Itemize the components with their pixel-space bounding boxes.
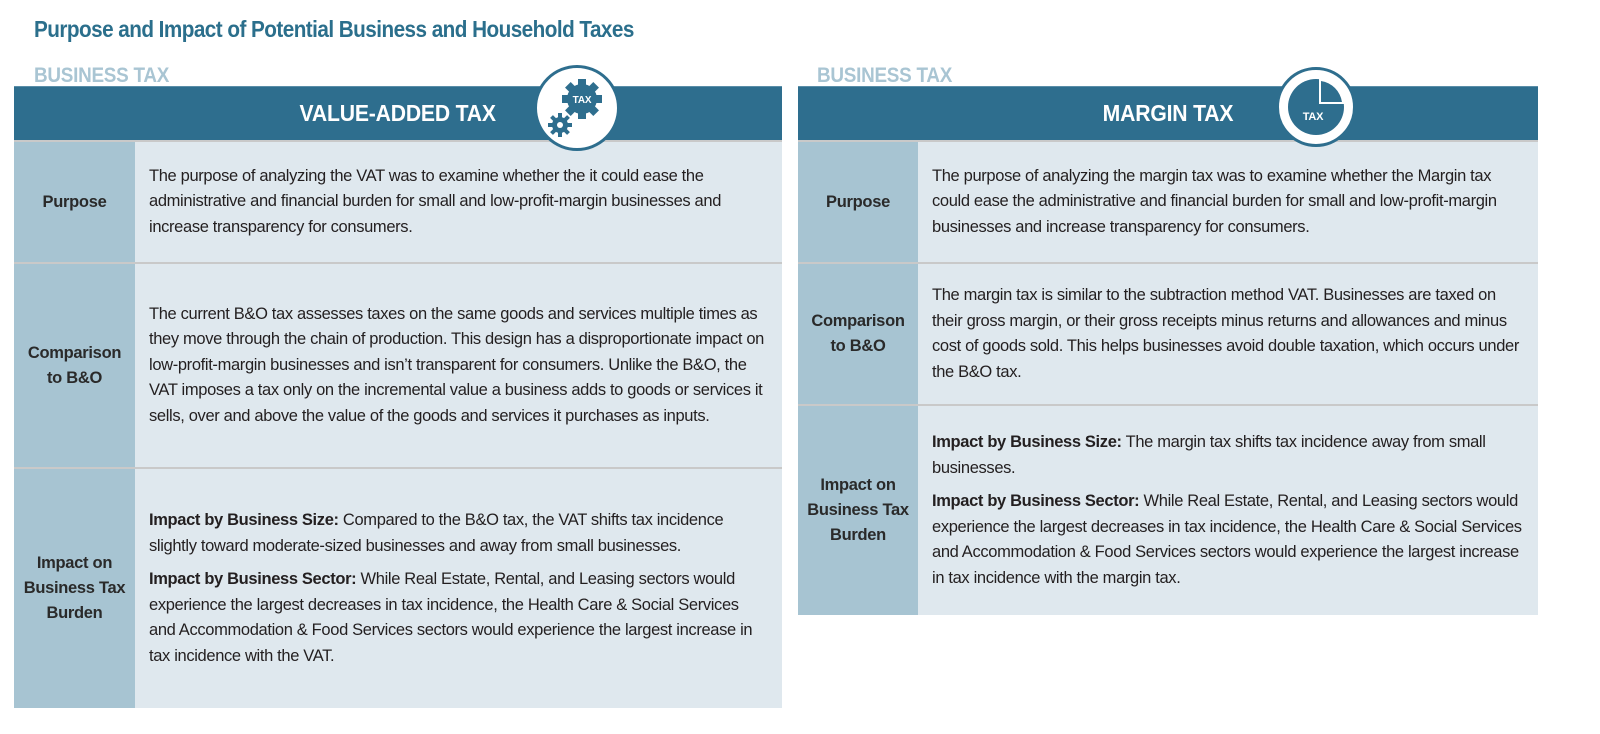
row-label: Impact on Business Tax Burden xyxy=(798,406,918,615)
table-header: VALUE-ADDED TAX TAX xyxy=(14,65,782,151)
row-content: The current B&O tax assesses taxes on th… xyxy=(135,264,782,467)
impact-size-label: Impact by Business Size: xyxy=(932,433,1122,451)
row-content: The margin tax is similar to the subtrac… xyxy=(918,264,1538,404)
comparison-row: Comparison to B&O The margin tax is simi… xyxy=(798,262,1538,404)
row-content: Impact by Business Size: Compared to the… xyxy=(135,469,782,708)
impact-sector: Impact by Business Sector: While Real Es… xyxy=(149,567,768,669)
vat-table: VALUE-ADDED TAX TAX P xyxy=(14,65,782,708)
impact-size: Impact by Business Size: Compared to the… xyxy=(149,508,768,559)
row-label: Impact on Business Tax Burden xyxy=(14,469,135,708)
section-label: BUSINESS TAX xyxy=(34,64,170,87)
table-header: MARGIN TAX TAX xyxy=(798,67,1538,147)
svg-text:TAX: TAX xyxy=(1303,111,1324,123)
impact-sector-text: While Real Estate, Rental, and Leasing s… xyxy=(932,492,1522,587)
impact-row: Impact on Business Tax Burden Impact by … xyxy=(14,467,782,708)
row-label: Comparison to B&O xyxy=(14,264,135,467)
purpose-row: Purpose The purpose of analyzing the mar… xyxy=(798,140,1538,262)
row-label: Purpose xyxy=(798,142,918,262)
purpose-row: Purpose The purpose of analyzing the VAT… xyxy=(14,140,782,262)
row-label: Comparison to B&O xyxy=(798,264,918,404)
comparison-text: The margin tax is similar to the subtrac… xyxy=(932,286,1520,381)
comparison-row: Comparison to B&O The current B&O tax as… xyxy=(14,262,782,467)
purpose-text: The purpose of analyzing the margin tax … xyxy=(932,166,1497,236)
section-label: BUSINESS TAX xyxy=(817,64,953,87)
impact-size-text: The margin tax shifts tax incidence away… xyxy=(932,433,1486,477)
table-header-title: VALUE-ADDED TAX xyxy=(299,100,497,126)
svg-text:TAX: TAX xyxy=(573,95,592,106)
impact-sector-text: While Real Estate, Rental, and Leasing s… xyxy=(149,570,753,665)
impact-sector-label: Impact by Business Sector: xyxy=(932,492,1140,510)
impact-size-label: Impact by Business Size: xyxy=(149,511,339,529)
comparison-text: The current B&O tax assesses taxes on th… xyxy=(149,304,764,425)
impact-sector-label: Impact by Business Sector: xyxy=(149,570,357,588)
row-content: The purpose of analyzing the VAT was to … xyxy=(135,142,782,262)
impact-size: Impact by Business Size: The margin tax … xyxy=(932,430,1524,481)
purpose-text: The purpose of analyzing the VAT was to … xyxy=(149,166,722,236)
table-header-title: MARGIN TAX xyxy=(1102,100,1234,126)
impact-sector: Impact by Business Sector: While Real Es… xyxy=(932,489,1524,591)
row-label: Purpose xyxy=(14,142,135,262)
gears-tax-icon: TAX xyxy=(534,65,620,151)
row-content: The purpose of analyzing the margin tax … xyxy=(918,142,1538,262)
impact-size-text: Compared to the B&O tax, the VAT shifts … xyxy=(149,511,724,555)
pie-tax-icon: TAX xyxy=(1276,67,1356,147)
margin-tax-table: MARGIN TAX TAX Purpose The purpose of an… xyxy=(798,67,1538,615)
page-title: Purpose and Impact of Potential Business… xyxy=(34,16,634,42)
impact-row: Impact on Business Tax Burden Impact by … xyxy=(798,404,1538,615)
row-content: Impact by Business Size: The margin tax … xyxy=(918,406,1538,615)
